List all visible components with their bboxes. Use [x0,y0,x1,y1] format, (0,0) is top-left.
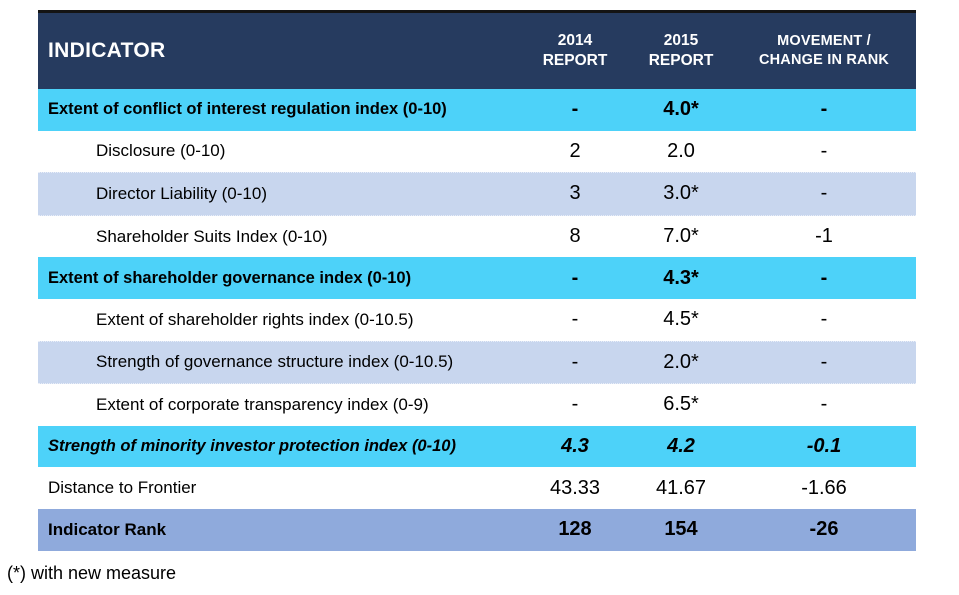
movement-cell: -0.1 [806,435,842,458]
value-2014: 2 [569,139,581,162]
movement-cell: -1.66 [801,476,847,499]
movement-cell: - [820,393,828,416]
table-row-distance-to-frontier: Distance to Frontier 43.33 41.67 -1.66 [38,467,916,509]
header-movement: MOVEMENT / CHANGE IN RANK [732,13,916,89]
value-2015: 2.0* [663,350,699,373]
header-2015-line1: 2015 [663,31,699,49]
table-row-indicator-rank: Indicator Rank 128 154 -26 [38,508,916,551]
value-2014: 3 [569,182,581,205]
value-2014: - [571,308,579,331]
header-2015-line2: REPORT [648,52,714,69]
indicator-cell: Indicator Rank [48,519,167,539]
table-row-corporate-transparency-index: Extent of corporate transparency index (… [38,384,916,426]
movement-cell: - [820,139,828,162]
value-2015: 6.5* [663,393,699,416]
value-2014: 4.3 [561,435,589,458]
indicator-cell: Extent of shareholder rights index (0-10… [96,309,414,329]
header-indicator: INDICATOR [48,39,166,62]
value-2014: - [571,393,579,416]
movement-cell: - [820,98,828,121]
header-movement-line2: CHANGE IN RANK [758,52,890,68]
movement-cell: - [820,350,828,373]
value-2014: - [571,350,579,373]
movement-cell: -1 [815,225,833,248]
header-movement-line1: MOVEMENT / [777,33,871,50]
header-2014-report: 2014 REPORT [520,13,630,89]
table-row-conflict-of-interest-index: Extent of conflict of interest regulatio… [38,89,916,131]
movement-cell: - [820,182,828,205]
table-row-governance-structure-index: Strength of governance structure index (… [38,340,916,385]
indicator-cell: Disclosure (0-10) [96,141,226,161]
movement-cell: -26 [809,518,839,541]
value-2015: 2.0 [667,139,695,162]
indicator-cell: Extent of shareholder governance index (… [48,268,412,287]
value-2015: 3.0* [663,182,699,205]
header-2014-line2: REPORT [542,52,608,69]
indicator-cell: Extent of conflict of interest regulatio… [48,100,447,119]
value-2014: 8 [569,225,581,248]
indicator-cell: Strength of minority investor protection… [48,437,456,456]
indicator-cell: Distance to Frontier [48,478,197,498]
indicator-cell: Extent of corporate transparency index (… [96,394,429,414]
value-2014: - [571,98,579,121]
table-row-shareholder-rights-index: Extent of shareholder rights index (0-10… [38,299,916,341]
value-2014: - [571,266,579,289]
value-2014: 43.33 [549,476,601,499]
table-row-shareholder-suits-index: Shareholder Suits Index (0-10) 8 7.0* -1 [38,216,916,258]
indicator-cell: Director Liability (0-10) [96,183,267,203]
table-row-director-liability: Director Liability (0-10) 3 3.0* - [38,172,916,216]
indicator-cell: Strength of governance structure index (… [96,352,454,372]
table-row-disclosure: Disclosure (0-10) 2 2.0 - [38,131,916,173]
movement-cell: - [820,308,828,331]
value-2015: 7.0* [663,225,699,248]
header-2014-line1: 2014 [557,31,593,49]
value-2015: 4.3* [663,266,699,289]
table-row-shareholder-governance-index: Extent of shareholder governance index (… [38,257,916,299]
table-header-row: INDICATOR 2014 REPORT 2015 REPORT MOVEME… [38,13,916,89]
indicator-cell: Shareholder Suits Index (0-10) [96,226,328,246]
value-2015: 41.67 [655,476,707,499]
table-row-minority-investor-protection-index: Strength of minority investor protection… [38,425,916,468]
footnote: (*) with new measure [7,563,177,583]
movement-cell: - [820,266,828,289]
indicator-table: INDICATOR 2014 REPORT 2015 REPORT MOVEME… [38,10,916,551]
value-2015: 4.2 [667,435,695,458]
value-2015: 4.0* [663,98,699,121]
value-2014: 128 [558,518,592,541]
value-2015: 4.5* [663,308,699,331]
header-2015-report: 2015 REPORT [630,13,732,89]
value-2015: 154 [664,518,698,541]
